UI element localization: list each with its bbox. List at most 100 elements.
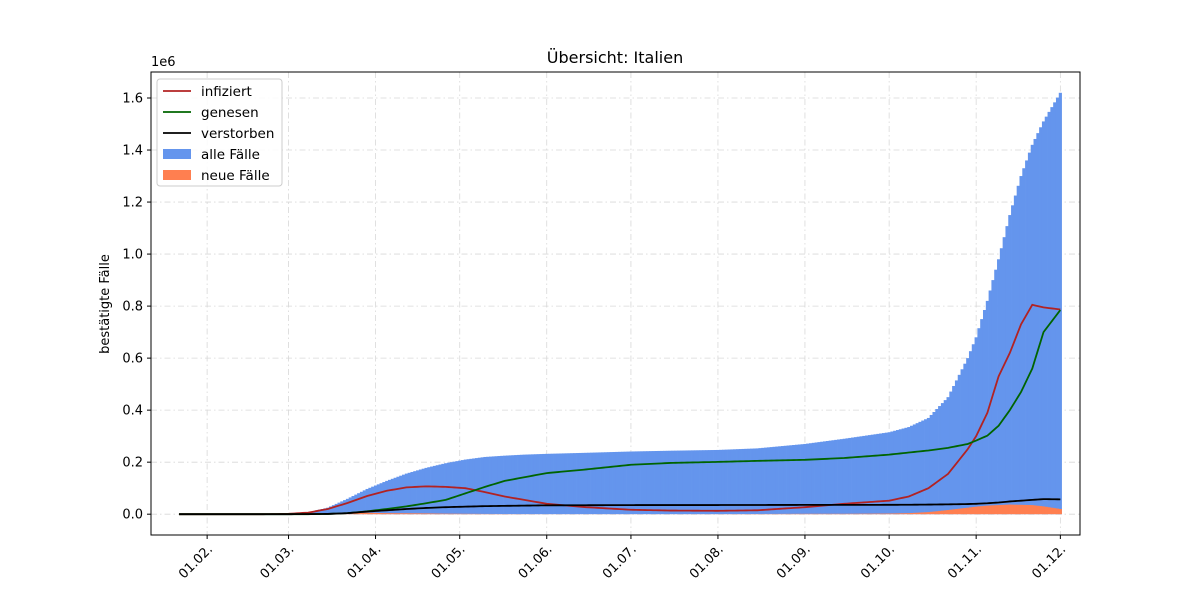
bar-total-cases	[444, 463, 448, 515]
bar-new-cases	[1019, 504, 1023, 515]
bar-total-cases	[1002, 237, 1006, 515]
bar-total-cases	[385, 480, 389, 515]
bar-new-cases	[410, 513, 414, 515]
bar-total-cases	[660, 450, 664, 515]
x-tick-label: 01.02.	[176, 542, 216, 582]
y-tick-label: 0.0	[122, 508, 143, 523]
bar-total-cases	[736, 449, 740, 515]
x-tick-label: 01.09.	[774, 542, 814, 582]
bar-total-cases	[634, 451, 639, 515]
bar-new-cases	[1041, 506, 1046, 515]
bar-total-cases	[862, 435, 866, 515]
new-cases-bars	[264, 504, 1062, 515]
bar-total-cases	[696, 450, 700, 515]
bar-total-cases	[761, 447, 765, 515]
bar-total-cases	[657, 450, 661, 515]
bar-new-cases	[1005, 504, 1009, 515]
bar-total-cases	[828, 440, 832, 515]
bar-total-cases	[971, 344, 975, 515]
bar-total-cases	[337, 502, 341, 515]
bar-new-cases	[371, 512, 375, 515]
plot-frame	[150, 71, 1081, 536]
bar-total-cases	[848, 437, 852, 515]
bar-total-cases	[845, 438, 849, 515]
bar-total-cases	[354, 494, 358, 515]
bar-new-cases	[977, 506, 981, 515]
bar-total-cases	[792, 445, 796, 515]
bar-total-cases	[707, 450, 712, 515]
bar-total-cases	[820, 441, 824, 515]
bar-new-cases	[368, 512, 372, 515]
bar-total-cases	[393, 477, 397, 515]
bar-total-cases	[918, 421, 922, 515]
bar-total-cases	[1050, 107, 1054, 515]
bar-new-cases	[1053, 508, 1057, 515]
bar-total-cases	[1011, 205, 1015, 515]
bar-total-cases	[387, 479, 392, 515]
bar-new-cases	[980, 506, 984, 515]
bar-total-cases	[797, 444, 801, 515]
chart-title: Übersicht: Italien	[547, 48, 683, 67]
y-tick-label: 1.6	[122, 92, 143, 107]
legend-box	[156, 78, 283, 187]
bar-total-cases	[581, 452, 585, 515]
bar-total-cases	[778, 446, 782, 515]
bar-total-cases	[463, 459, 467, 515]
bar-total-cases	[334, 503, 338, 515]
bar-new-cases	[935, 511, 939, 515]
y-tick-label: 1.0	[122, 248, 143, 263]
bar-total-cases	[980, 319, 984, 515]
bar-new-cases	[373, 512, 378, 515]
bar-new-cases	[1027, 505, 1032, 515]
bar-total-cases	[446, 462, 451, 515]
bar-total-cases	[963, 363, 967, 515]
bar-total-cases	[522, 454, 526, 515]
bar-total-cases	[573, 453, 577, 515]
bar-new-cases	[354, 512, 358, 515]
bar-new-cases	[427, 513, 431, 515]
bar-total-cases	[584, 452, 588, 515]
bar-total-cases	[856, 436, 860, 515]
bar-new-cases	[424, 513, 428, 515]
bar-total-cases	[932, 412, 936, 515]
bar-total-cases	[407, 472, 411, 515]
bar-new-cases	[873, 513, 877, 515]
bar-new-cases	[890, 513, 894, 515]
bar-total-cases	[533, 454, 538, 515]
bar-total-cases	[315, 510, 319, 515]
bar-total-cases	[618, 451, 622, 515]
bar-total-cases	[1027, 152, 1032, 515]
bar-total-cases	[382, 482, 386, 515]
bar-total-cases	[362, 490, 366, 515]
bar-total-cases	[539, 454, 543, 515]
bar-total-cases	[536, 454, 540, 515]
bar-total-cases	[1039, 127, 1043, 515]
bar-total-cases	[949, 391, 953, 515]
bar-total-cases	[609, 452, 613, 515]
bar-total-cases	[879, 433, 883, 515]
bar-new-cases	[446, 513, 451, 515]
bar-new-cases	[399, 513, 403, 515]
bar-new-cases	[991, 505, 995, 515]
bar-total-cases	[432, 465, 437, 515]
bar-new-cases	[895, 513, 900, 515]
x-tick-label: 01.03.	[258, 542, 298, 582]
bar-new-cases	[910, 513, 914, 515]
bar-total-cases	[710, 450, 714, 515]
bar-total-cases	[331, 505, 336, 515]
bar-total-cases	[519, 454, 524, 515]
bar-total-cases	[921, 420, 925, 515]
bar-new-cases	[994, 505, 998, 515]
bar-total-cases	[851, 437, 855, 515]
bar-new-cases	[1030, 505, 1034, 515]
bar-total-cases	[345, 498, 350, 515]
bar-total-cases	[823, 441, 827, 515]
bar-total-cases	[404, 473, 408, 515]
y-axis-scale: 1e6	[151, 55, 176, 70]
bar-new-cases	[876, 513, 880, 515]
bar-new-cases	[988, 505, 992, 515]
x-tick-label: 01.06.	[516, 542, 556, 582]
legend-label: alle Fälle	[201, 147, 260, 163]
bar-total-cases	[721, 449, 726, 515]
bar-total-cases	[329, 506, 333, 515]
